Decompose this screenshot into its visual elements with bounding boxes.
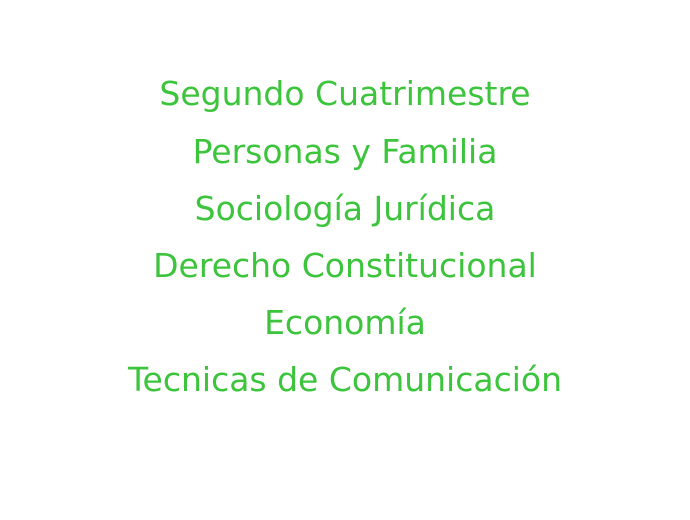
subject-personas-y-familia: Personas y Familia xyxy=(192,132,498,171)
subject-sociologia-juridica: Sociología Jurídica xyxy=(194,189,496,228)
subject-derecho-constitucional: Derecho Constitucional xyxy=(153,246,537,285)
subject-tecnicas-de-comunicacion: Tecnicas de Comunicación xyxy=(127,360,563,399)
subject-economia: Economía xyxy=(264,303,426,342)
semester-heading: Segundo Cuatrimestre xyxy=(159,74,531,113)
